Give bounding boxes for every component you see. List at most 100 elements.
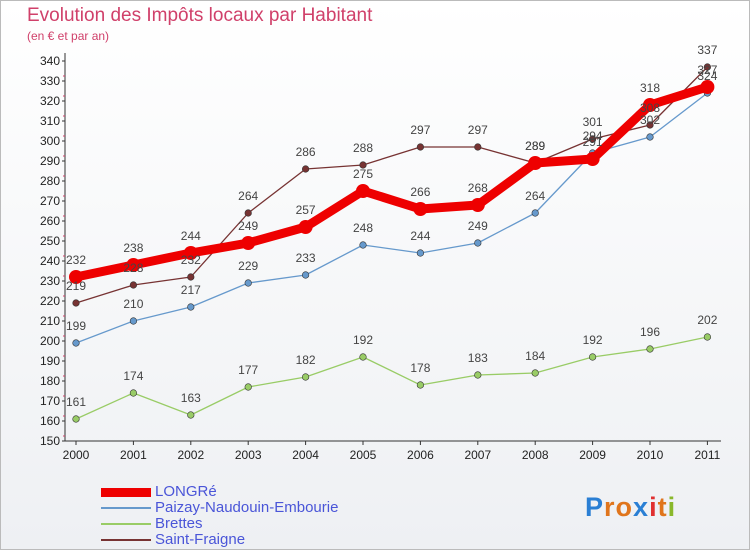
data-label-1: 302 <box>640 113 660 127</box>
series-line-1 <box>75 92 709 344</box>
data-point-2 <box>474 371 482 379</box>
data-label-2: 202 <box>697 313 717 327</box>
data-point-2 <box>703 333 712 341</box>
data-label-3: 301 <box>583 115 603 129</box>
x-tick-label: 2004 <box>292 448 319 462</box>
data-label-2: 192 <box>353 333 373 347</box>
brand-letter: t <box>657 492 668 522</box>
series-line-2 <box>75 336 709 420</box>
data-point-2 <box>531 369 539 377</box>
data-label-2: 163 <box>181 391 201 405</box>
data-point-2 <box>416 381 425 389</box>
y-tick-label: 280 <box>40 174 60 188</box>
data-point-2 <box>359 353 367 361</box>
legend-label-longre: LONGRé <box>155 483 217 500</box>
data-point-2 <box>588 353 597 361</box>
data-point-1 <box>531 209 539 217</box>
data-label-2: 192 <box>583 333 603 347</box>
x-tick-label: 2003 <box>235 448 262 462</box>
data-label-3: 232 <box>181 253 201 267</box>
y-tick-label: 260 <box>40 214 60 228</box>
data-label-3: 288 <box>353 141 373 155</box>
brand-letter: o <box>615 492 634 522</box>
data-point-3 <box>474 143 482 151</box>
x-tick-label: 2002 <box>177 448 204 462</box>
data-point-1 <box>129 317 137 325</box>
data-point-2 <box>129 389 137 397</box>
data-label-0: 244 <box>181 229 201 243</box>
x-tick-label: 2005 <box>350 448 377 462</box>
y-tick-label: 320 <box>40 94 60 108</box>
legend-swatch-brettes <box>101 523 151 525</box>
data-label-0: 268 <box>468 181 488 195</box>
brand-letter: i <box>667 492 677 522</box>
data-point-0 <box>126 258 141 272</box>
brand-letter: x <box>633 492 650 522</box>
brand-letter: r <box>604 492 616 522</box>
y-tick-label: 210 <box>40 314 60 328</box>
data-label-3: 264 <box>238 189 258 203</box>
y-tick-label: 310 <box>40 114 60 128</box>
y-tick-label: 300 <box>40 134 60 148</box>
x-tick-label: 2008 <box>522 448 549 462</box>
data-point-0 <box>470 198 485 212</box>
data-label-1: 244 <box>410 229 430 243</box>
data-point-0 <box>585 152 600 166</box>
data-point-0 <box>241 236 256 250</box>
data-point-3 <box>416 143 425 151</box>
data-label-1: 294 <box>583 129 603 143</box>
data-label-3: 308 <box>640 101 660 115</box>
data-label-2: 174 <box>123 369 143 383</box>
legend-swatch-saint-fraigne <box>101 539 151 541</box>
data-point-0 <box>69 270 83 284</box>
data-label-3: 337 <box>697 43 717 57</box>
data-point-2 <box>187 411 195 419</box>
data-label-2: 178 <box>410 361 430 375</box>
data-point-2 <box>244 383 252 391</box>
y-tick-label: 170 <box>40 394 60 408</box>
y-tick-label: 230 <box>40 274 60 288</box>
data-label-1: 248 <box>353 221 373 235</box>
data-point-1 <box>416 249 425 257</box>
y-tick-label: 220 <box>40 294 60 308</box>
data-label-0: 275 <box>353 167 373 181</box>
data-point-3 <box>588 135 597 143</box>
data-label-3: 286 <box>296 145 316 159</box>
y-tick-label: 200 <box>40 334 60 348</box>
data-label-0: 238 <box>123 241 143 255</box>
x-tick-label: 2011 <box>694 448 720 462</box>
y-tick-label: 290 <box>40 154 60 168</box>
data-label-1: 210 <box>123 297 143 311</box>
data-point-1 <box>72 339 80 347</box>
data-point-3 <box>129 281 137 289</box>
data-point-3 <box>187 273 195 281</box>
data-label-0: 318 <box>640 81 660 95</box>
x-tick-label: 2009 <box>579 448 606 462</box>
y-tick-label: 190 <box>40 354 60 368</box>
data-label-3: 228 <box>123 261 143 275</box>
legend-label-brettes: Brettes <box>155 515 203 532</box>
data-label-1: 217 <box>181 283 201 297</box>
data-point-1 <box>646 133 654 141</box>
y-tick-label: 240 <box>40 254 60 268</box>
series-line-0 <box>71 82 712 282</box>
data-label-2: 177 <box>238 363 258 377</box>
data-label-0: 327 <box>697 63 717 77</box>
x-tick-label: 2006 <box>407 448 434 462</box>
legend-swatch-paizay <box>101 507 151 509</box>
data-point-1 <box>187 303 195 311</box>
data-label-1: 264 <box>525 189 545 203</box>
data-point-0 <box>528 156 543 170</box>
data-point-1 <box>302 271 310 279</box>
data-point-1 <box>359 241 367 249</box>
data-label-3: 297 <box>468 123 488 137</box>
x-tick-label: 2001 <box>120 448 147 462</box>
data-point-3 <box>72 299 80 307</box>
data-label-3: 297 <box>410 123 430 137</box>
data-label-1: 324 <box>697 69 717 83</box>
data-label-0: 232 <box>66 253 86 267</box>
data-label-0: 291 <box>583 135 603 149</box>
data-label-3: 219 <box>66 279 86 293</box>
data-label-1: 199 <box>66 319 86 333</box>
